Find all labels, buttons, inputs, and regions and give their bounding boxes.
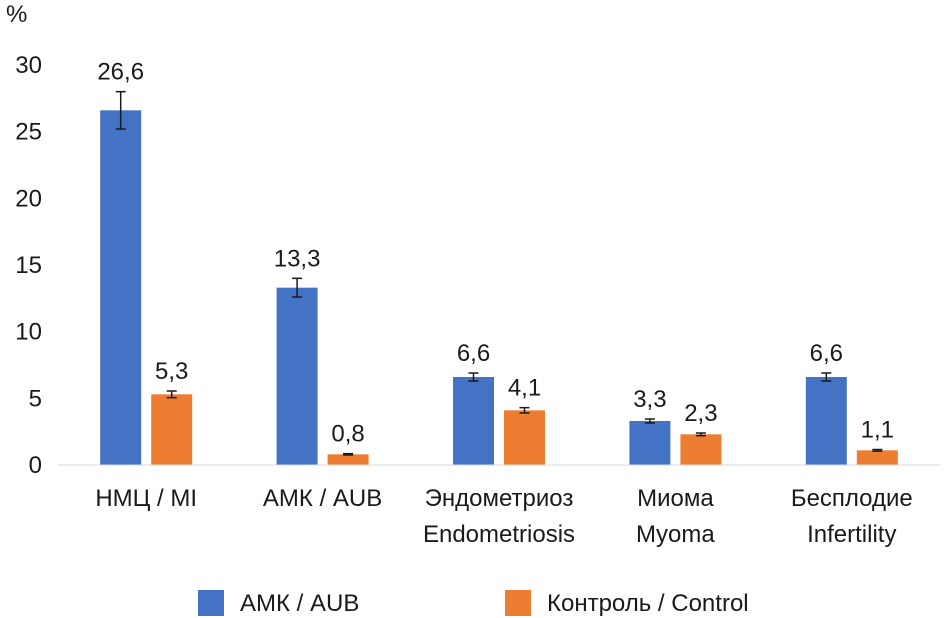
data-label: 3,3: [633, 386, 666, 413]
y-tick-label: 5: [29, 385, 42, 412]
y-axis: 0 5 10 15 20 25 30: [15, 52, 42, 479]
y-tick-label: 10: [15, 319, 42, 346]
bar: [629, 421, 671, 465]
y-tick-label: 0: [29, 452, 42, 479]
bar: [805, 377, 847, 465]
category-label: Эндометриоз: [425, 485, 574, 512]
bar: [680, 434, 722, 465]
bar: [856, 450, 898, 465]
bar: [151, 394, 193, 465]
x-axis: НМЦ / MI АМК / AUB Эндометриоз Endometriosi…: [58, 464, 940, 548]
y-tick-label: 30: [15, 52, 42, 79]
legend-label: Контроль / Control: [547, 590, 749, 617]
data-label: 2,3: [684, 400, 717, 427]
legend: АМК / AUB Контроль / Control: [198, 590, 749, 617]
y-tick-label: 15: [15, 252, 42, 279]
bar: [453, 377, 494, 465]
category-label: Миома: [637, 485, 714, 512]
category-label: Бесплодие: [791, 485, 913, 512]
legend-swatch: [198, 590, 224, 616]
bar: [100, 110, 142, 465]
bar: [276, 287, 318, 465]
category-label: АМК / AUB: [263, 485, 382, 512]
data-label: 13,3: [274, 245, 321, 272]
data-label: 4,1: [508, 375, 541, 402]
category-label: Infertility: [807, 521, 896, 548]
data-label: 5,3: [155, 358, 188, 385]
data-label: 0,8: [331, 421, 364, 448]
y-axis-unit-label: %: [6, 1, 27, 28]
bars-group: 26,6 5,3 13,3 0,8 6,6 4,1 3,3 2,3 6,6 1,1: [97, 59, 898, 465]
bar: [327, 454, 369, 465]
category-label: Endometriosis: [423, 521, 575, 548]
data-label: 1,1: [861, 417, 894, 444]
category-label: НМЦ / MI: [95, 485, 197, 512]
category-label: Myoma: [636, 521, 715, 548]
y-tick-label: 25: [15, 119, 42, 146]
bar: [504, 410, 545, 465]
data-label: 6,6: [810, 340, 843, 367]
data-label: 26,6: [97, 59, 144, 86]
legend-swatch: [505, 590, 531, 616]
legend-label: АМК / AUB: [240, 590, 359, 617]
data-label: 6,6: [457, 340, 490, 367]
y-tick-label: 20: [15, 185, 42, 212]
